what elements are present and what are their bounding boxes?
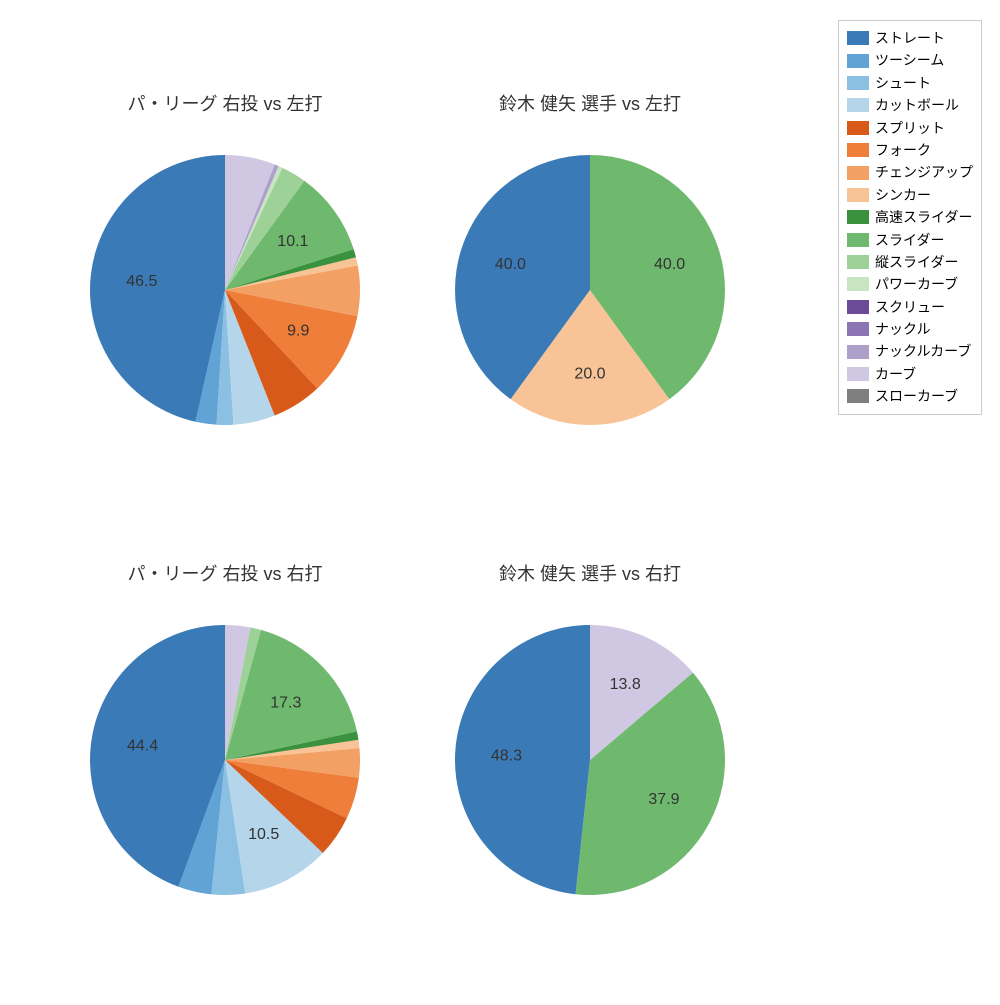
legend-label: シンカー [875,184,931,206]
legend-swatch [847,121,869,135]
legend-label: ナックルカーブ [875,340,971,362]
pie-slice-label: 46.5 [126,273,157,290]
legend-label: ストレート [875,27,945,49]
legend-label: ツーシーム [875,49,944,71]
legend-item: ナックル [847,318,973,340]
legend-label: チェンジアップ [875,161,973,183]
legend-item: スクリュー [847,296,973,318]
pie-slice [455,625,590,894]
pie-slice-label: 17.3 [270,695,301,712]
legend-swatch [847,389,869,403]
pie-slice-label: 10.5 [248,826,279,843]
legend: ストレートツーシームシュートカットボールスプリットフォークチェンジアップシンカー… [838,20,982,415]
pie-slice-label: 40.0 [495,256,526,273]
legend-swatch [847,255,869,269]
legend-label: カーブ [875,363,916,385]
chart-title: 鈴木 健矢 選手 vs 右打 [499,564,681,584]
pie-slice-label: 44.4 [127,737,158,754]
chart-title: パ・リーグ 右投 vs 左打 [127,94,322,114]
legend-label: 高速スライダー [875,206,972,228]
legend-item: スライダー [847,229,973,251]
legend-swatch [847,166,869,180]
legend-swatch [847,277,869,291]
legend-label: スクリュー [875,296,945,318]
legend-swatch [847,233,869,247]
pie-slice-label: 40.0 [654,256,685,273]
legend-swatch [847,367,869,381]
legend-label: シュート [875,72,931,94]
legend-label: スローカーブ [875,385,958,407]
pie-slice-label: 10.1 [277,233,308,250]
legend-swatch [847,188,869,202]
pie-slice-label: 13.8 [610,676,641,693]
pie-slice-label: 37.9 [648,791,679,808]
legend-swatch [847,31,869,45]
legend-item: ツーシーム [847,49,973,71]
legend-label: 縦スライダー [875,251,958,273]
legend-item: シュート [847,72,973,94]
legend-swatch [847,210,869,224]
legend-item: 縦スライダー [847,251,973,273]
legend-label: フォーク [875,139,931,161]
legend-item: チェンジアップ [847,161,973,183]
chart-title: 鈴木 健矢 選手 vs 左打 [499,94,681,114]
legend-item: カットボール [847,94,973,116]
legend-item: カーブ [847,363,973,385]
legend-item: ストレート [847,27,973,49]
legend-label: スプリット [875,117,945,139]
legend-item: フォーク [847,139,973,161]
pie-slice-label: 48.3 [491,748,522,765]
legend-item: スローカーブ [847,385,973,407]
legend-swatch [847,300,869,314]
legend-label: カットボール [875,94,959,116]
legend-swatch [847,322,869,336]
legend-item: 高速スライダー [847,206,973,228]
chart-title: パ・リーグ 右投 vs 右打 [127,564,322,584]
pie-slice-label: 9.9 [287,323,309,340]
legend-swatch [847,76,869,90]
pie-slice-label: 20.0 [574,366,605,383]
legend-label: パワーカーブ [875,273,958,295]
legend-swatch [847,98,869,112]
legend-label: ナックル [875,318,931,340]
legend-item: スプリット [847,117,973,139]
legend-item: ナックルカーブ [847,340,973,362]
legend-swatch [847,143,869,157]
legend-swatch [847,54,869,68]
legend-label: スライダー [875,229,944,251]
legend-item: パワーカーブ [847,273,973,295]
legend-swatch [847,345,869,359]
legend-item: シンカー [847,184,973,206]
